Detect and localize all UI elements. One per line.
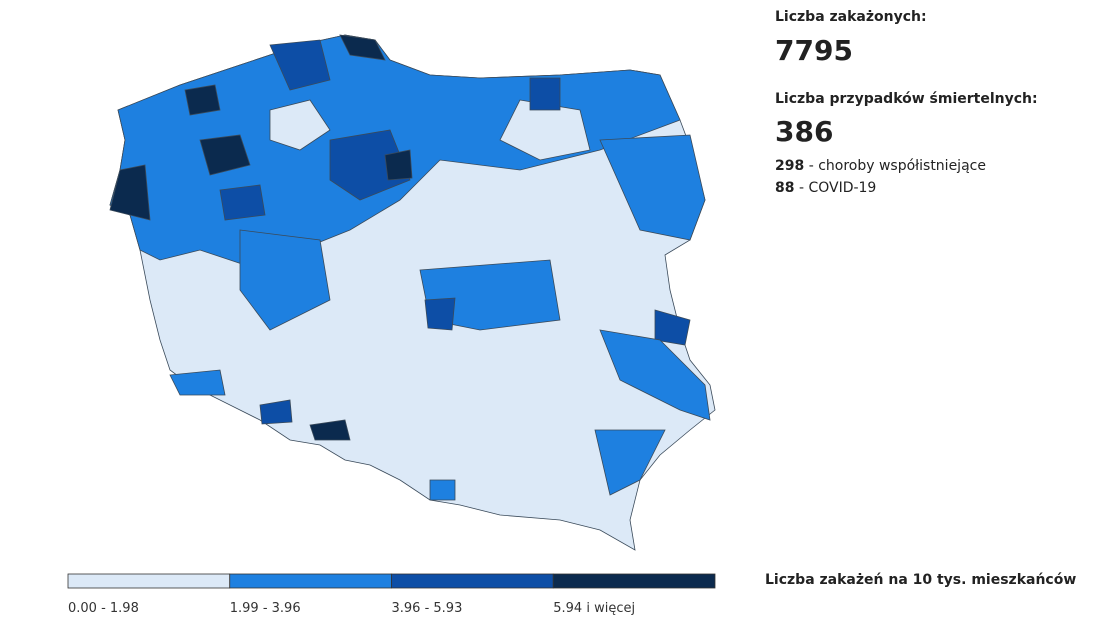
legend-bar: 0.00 - 1.98 1.99 - 3.96 3.96 - 5.93 5.94 i … (67, 573, 716, 616)
region (109, 164, 151, 221)
legend-label: 0.00 - 1.98 (68, 601, 139, 616)
legend-swatch (229, 573, 392, 589)
breakdown-value: 88 (775, 180, 795, 196)
region (499, 99, 591, 161)
region (199, 134, 251, 176)
legend-swatch (391, 573, 554, 589)
breakdown-label: - choroby współistniejące (808, 158, 986, 174)
breakdown-value: 298 (775, 158, 805, 174)
region (219, 184, 266, 221)
region (169, 369, 226, 396)
region (384, 149, 413, 181)
deaths-label: Liczba przypadków śmiertelnych: (775, 91, 1038, 107)
deaths-count: 386 (775, 115, 834, 148)
region (599, 134, 706, 241)
infected-label: Liczba zakażonych: (775, 9, 927, 25)
legend-label: 5.94 i więcej (553, 601, 635, 616)
legend-title: Liczba zakażeń na 10 tys. mieszkańców (765, 572, 1077, 588)
region (269, 39, 331, 91)
region (339, 34, 386, 61)
region (654, 309, 691, 346)
legend-swatch (552, 573, 716, 589)
map (109, 34, 716, 551)
region (424, 297, 456, 331)
region (594, 429, 666, 496)
region (529, 77, 561, 111)
legend-swatch (67, 573, 231, 589)
region (309, 419, 351, 441)
breakdown-row: 88 - COVID-19 (775, 180, 876, 196)
region (429, 479, 456, 501)
region (239, 229, 331, 331)
legend-label: 3.96 - 5.93 (392, 601, 463, 616)
region (599, 329, 711, 421)
legend-label: 1.99 - 3.96 (230, 601, 301, 616)
region (329, 129, 411, 201)
infected-count: 7795 (775, 34, 853, 67)
region (259, 399, 293, 425)
region (269, 99, 331, 151)
breakdown-row: 298 - choroby współistniejące (775, 158, 986, 174)
region (184, 84, 221, 116)
breakdown-label: - COVID-19 (798, 180, 877, 196)
